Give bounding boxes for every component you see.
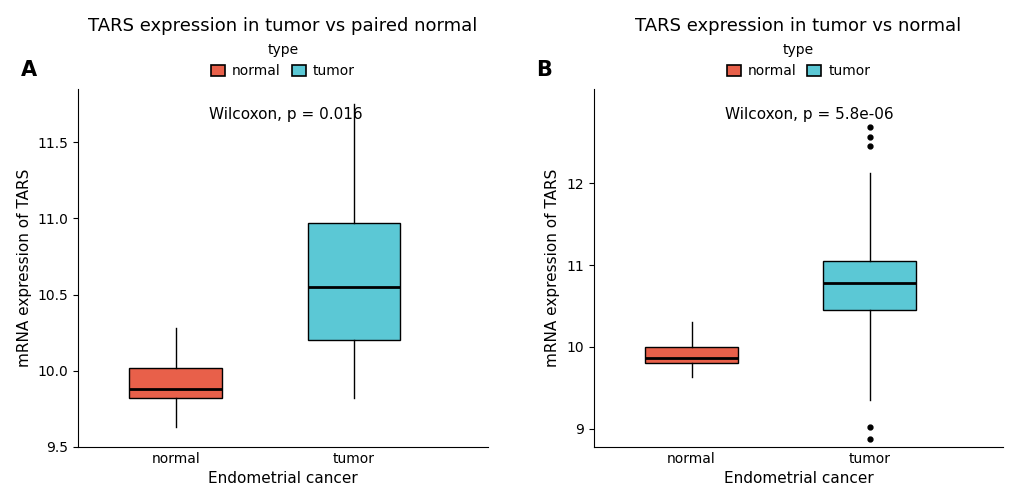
- Text: B: B: [536, 60, 551, 80]
- PathPatch shape: [308, 223, 399, 341]
- Y-axis label: mRNA expression of TARS: mRNA expression of TARS: [16, 169, 32, 367]
- X-axis label: Endometrial cancer: Endometrial cancer: [208, 471, 358, 486]
- PathPatch shape: [129, 368, 222, 398]
- Text: A: A: [20, 60, 37, 80]
- Title: TARS expression in tumor vs normal: TARS expression in tumor vs normal: [635, 17, 961, 35]
- Y-axis label: mRNA expression of TARS: mRNA expression of TARS: [545, 169, 559, 367]
- Legend: normal, tumor: normal, tumor: [723, 40, 872, 81]
- Text: Wilcoxon, p = 0.016: Wilcoxon, p = 0.016: [209, 107, 362, 122]
- Title: TARS expression in tumor vs paired normal: TARS expression in tumor vs paired norma…: [88, 17, 477, 35]
- Legend: normal, tumor: normal, tumor: [208, 40, 357, 81]
- PathPatch shape: [645, 347, 737, 363]
- PathPatch shape: [822, 261, 915, 310]
- Text: Wilcoxon, p = 5.8e-06: Wilcoxon, p = 5.8e-06: [723, 107, 893, 122]
- X-axis label: Endometrial cancer: Endometrial cancer: [722, 471, 872, 486]
